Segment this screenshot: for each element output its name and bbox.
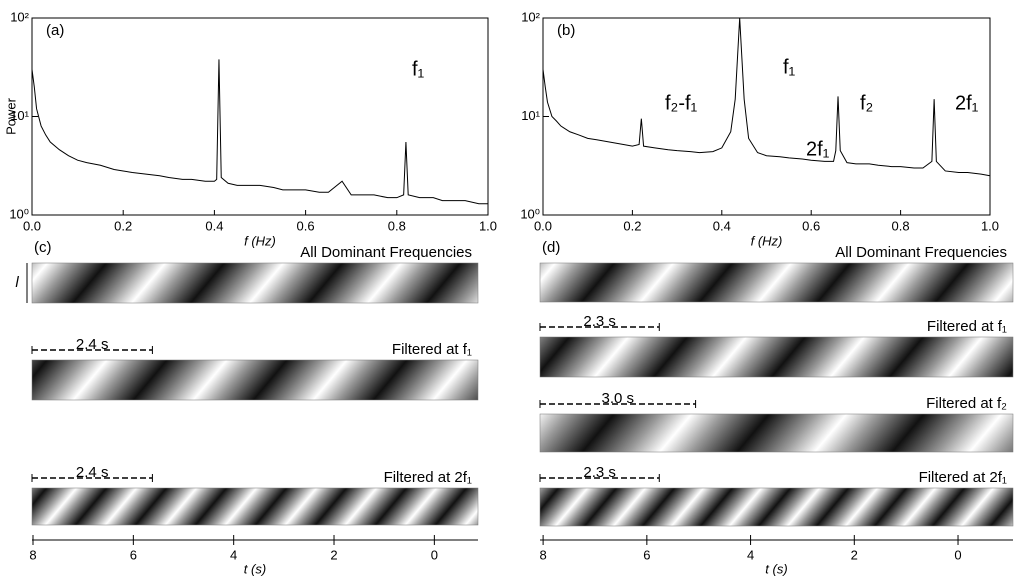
strip-title: All Dominant Frequencies [300,244,472,261]
strip-image [539,487,1014,527]
x-tick-label: 0.6 [297,218,315,233]
scale-bar-label: 2.3 s [583,313,616,330]
strip-title: Filtered at 2f₁ [919,469,1007,486]
x-tick-label: 8 [29,547,36,562]
spectrum-line [542,17,991,177]
x-axis-label: f (Hz) [751,233,783,248]
x-tick-label: 0.0 [534,218,552,233]
strip-image [539,336,1014,378]
strip-image [31,359,479,401]
peak-annotation: 2f₁ [955,92,979,114]
x-tick-label: 4 [230,547,237,562]
y-tick-label: 10² [10,9,29,24]
x-tick-label: 0.8 [388,218,406,233]
panel-label: (c) [34,239,52,256]
peak-annotation: f₁ [783,56,796,78]
x-tick-label: 1.0 [981,218,999,233]
scale-bar-label: 2.3 s [583,464,616,481]
peak-annotation: 2f₁ [806,138,830,160]
scale-bar-label: 2.4 s [76,464,109,481]
strip-image [539,262,1014,303]
strip-title: Filtered at f₁ [392,341,472,358]
x-tick-label: 0.2 [623,218,641,233]
x-tick-label: 4 [747,547,754,562]
spectrum-line [31,59,488,205]
strip-title: All Dominant Frequencies [835,244,1007,261]
peak-annotation: f₂-f₁ [665,92,698,114]
scale-bar-label: 2.4 s [76,336,109,353]
y-tick-label: 10⁰ [520,206,540,221]
x-axis-label: t (s) [765,561,787,576]
y-tick-label: 10¹ [521,108,540,123]
x-tick-label: 0 [954,547,961,562]
x-tick-label: 0.8 [892,218,910,233]
x-tick-label: 0 [431,547,438,562]
x-tick-label: 0.0 [23,218,41,233]
strip-title: Filtered at f₂ [926,395,1007,412]
x-tick-label: 0.4 [713,218,731,233]
x-tick-label: 0.6 [802,218,820,233]
side-label: l [15,274,19,291]
strip-title: Filtered at f₁ [927,318,1007,335]
strip-image [31,262,479,304]
x-axis-label: t (s) [244,561,266,576]
x-tick-label: 8 [539,547,546,562]
x-tick-label: 2 [330,547,337,562]
plot-frame [542,17,991,216]
x-axis-label: f (Hz) [244,233,276,248]
y-tick-label: 10² [521,9,540,24]
strip-title: Filtered at 2f₁ [384,469,472,486]
x-tick-label: 0.2 [114,218,132,233]
y-axis-label: Power [3,97,18,135]
x-tick-label: 1.0 [479,218,497,233]
peak-annotation: f₁ [412,58,425,80]
strip-image [31,487,479,526]
panel-label: (d) [542,239,560,256]
y-tick-label: 10¹ [10,108,29,123]
scale-bar-label: 3.0 s [602,390,635,407]
x-tick-label: 6 [643,547,650,562]
x-tick-label: 6 [130,547,137,562]
panel-label: (b) [557,22,575,39]
x-tick-label: 0.4 [205,218,223,233]
x-tick-label: 2 [851,547,858,562]
peak-annotation: f₂ [860,92,873,114]
panel-label: (a) [46,22,64,39]
y-tick-label: 10⁰ [9,206,29,221]
strip-image [539,413,1014,453]
